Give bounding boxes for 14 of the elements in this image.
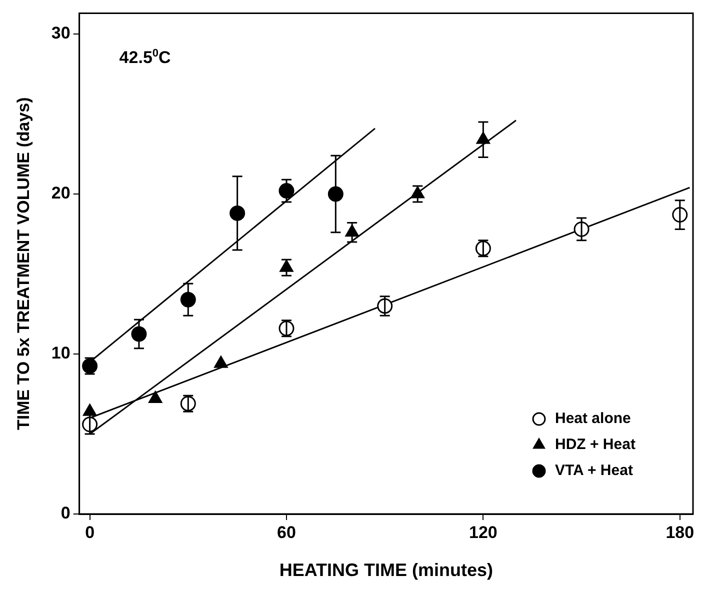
- point: [148, 391, 162, 404]
- legend-label: HDZ + Heat: [555, 436, 636, 454]
- x-tick-label: 120: [469, 522, 498, 542]
- x-tick-label: 60: [277, 522, 296, 542]
- y-tick-label: 0: [60, 504, 70, 523]
- legend-label: Heat alone: [555, 410, 631, 428]
- x-tick-label: 0: [85, 522, 95, 542]
- x-tick-label: 180: [666, 522, 694, 542]
- y-tick-label: 10: [51, 344, 70, 363]
- y-axis-title: TIME TO 5x TREATMENT VOLUME (days): [14, 97, 33, 430]
- y-tick-label: 20: [51, 184, 70, 203]
- x-axis-title: HEATING TIME (minutes): [279, 560, 493, 580]
- y-tick-label: 30: [51, 24, 70, 43]
- legend-label: VTA + Heat: [555, 462, 633, 480]
